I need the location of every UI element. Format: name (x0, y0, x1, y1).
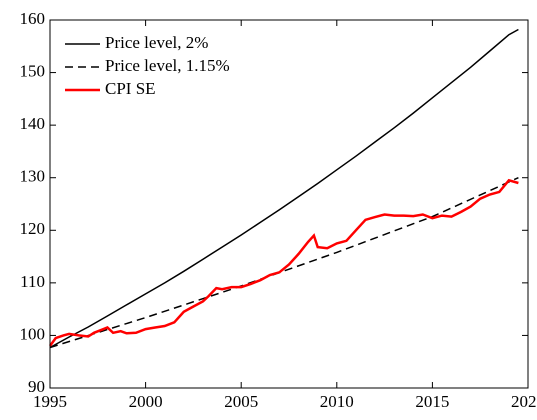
y-tick-label: 110 (20, 272, 45, 291)
legend-label: CPI SE (105, 79, 156, 98)
series-line (49, 177, 519, 349)
x-tick-label: 1995 (33, 392, 67, 411)
x-tick-label: 2015 (415, 392, 449, 411)
series-line (48, 178, 519, 347)
y-tick-label: 90 (28, 377, 45, 396)
y-tick-label: 100 (20, 324, 46, 343)
x-tick-label: 2000 (129, 392, 163, 411)
y-tick-label: 160 (20, 9, 46, 28)
x-tick-label: 2020 (511, 392, 537, 411)
y-tick-label: 140 (20, 114, 46, 133)
y-tick-label: 130 (20, 167, 46, 186)
series-line (49, 28, 519, 349)
y-tick-label: 150 (20, 61, 46, 80)
plot-frame (49, 19, 529, 389)
x-tick-label: 2005 (224, 392, 258, 411)
y-tick-label: 120 (20, 219, 46, 238)
legend-label: Price level, 2% (105, 33, 208, 52)
legend-label: Price level, 1.15% (105, 56, 230, 75)
x-tick-label: 2010 (320, 392, 354, 411)
